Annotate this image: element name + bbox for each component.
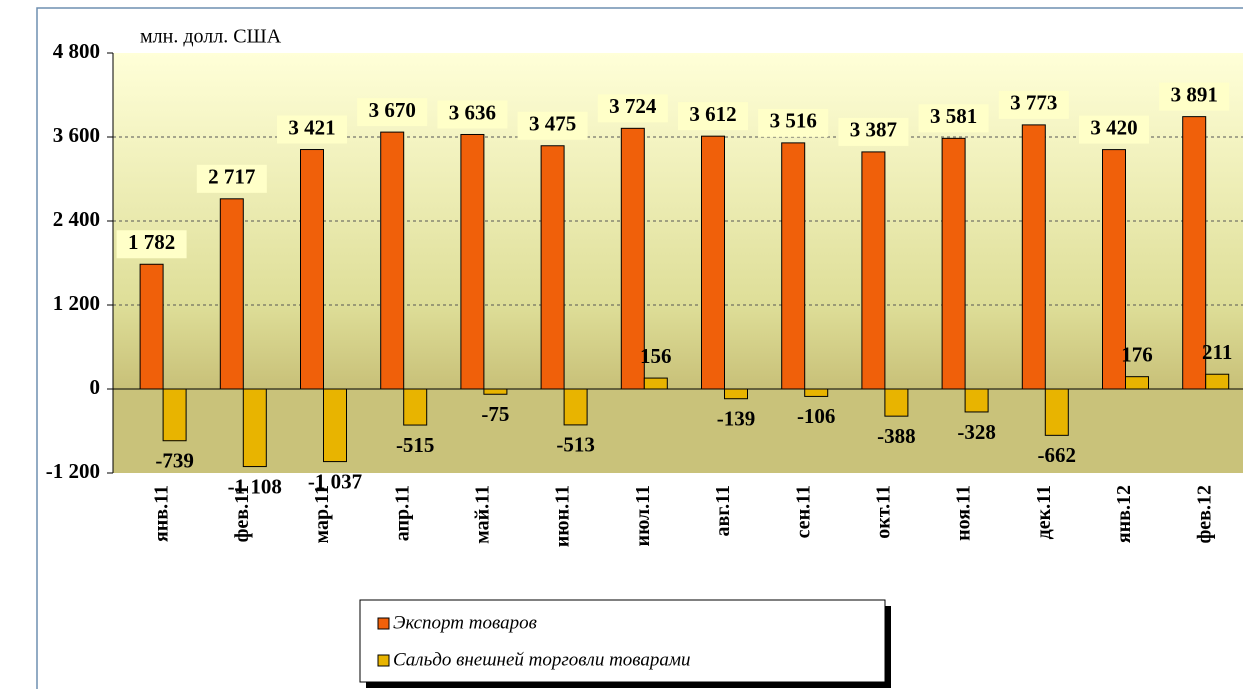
x-tick-label: дек.11 [1033, 485, 1055, 539]
y-tick-label: 0 [90, 375, 101, 399]
data-label: 3 581 [930, 104, 977, 128]
bar [884, 388, 909, 417]
data-label: 3 724 [609, 94, 657, 118]
x-tick-label: фев.11 [231, 485, 253, 542]
data-label: -139 [717, 407, 756, 431]
data-label: -513 [556, 433, 595, 457]
label-background [196, 164, 267, 193]
x-tick-label: янв.11 [151, 485, 173, 542]
y-tick-label: 2 400 [53, 207, 100, 231]
bar [460, 133, 485, 390]
y-tick-label: 4 800 [53, 39, 100, 63]
label-background [1079, 115, 1149, 144]
data-label: 3 421 [288, 115, 335, 139]
x-tick-label: июл.11 [632, 485, 654, 546]
label-background [116, 230, 187, 259]
x-tick-label: окт.11 [872, 485, 894, 539]
x-tick-label: ноя.11 [953, 485, 975, 541]
y-tick-label: -1 200 [46, 459, 100, 483]
data-label: 3 891 [1171, 82, 1218, 106]
bar [1102, 149, 1126, 390]
data-label: -662 [1038, 443, 1077, 467]
data-label: 2 717 [208, 165, 255, 189]
data-label: 211 [1202, 340, 1232, 364]
frame [36, 7, 1243, 689]
x-tick-label: май.11 [471, 485, 493, 544]
bar [219, 198, 244, 390]
legend-swatch [377, 617, 390, 630]
label-background [758, 108, 829, 137]
bar [162, 388, 187, 442]
data-label: -1 108 [228, 474, 282, 498]
bar [323, 388, 347, 463]
data-label: 156 [640, 344, 672, 368]
bar [1021, 124, 1046, 390]
x-tick-label: авг.11 [712, 485, 734, 537]
data-label: 1 782 [128, 230, 175, 254]
bar [483, 388, 508, 395]
y-tick-label: 3 600 [53, 123, 100, 147]
data-label: 3 773 [1010, 91, 1057, 115]
bar [861, 151, 886, 390]
y-axis-label: млн. долл. США [140, 26, 282, 48]
y-tick-label: 1 200 [53, 291, 100, 315]
bar [724, 388, 748, 400]
bar [804, 388, 829, 397]
data-label: -328 [957, 420, 996, 444]
legend-label: Экспорт товаров [393, 612, 537, 633]
data-label: -1 037 [308, 469, 362, 493]
label-background [517, 111, 588, 140]
legend-swatch [377, 654, 390, 667]
bar [941, 137, 966, 390]
data-label: -106 [797, 404, 836, 428]
bar [242, 388, 267, 468]
data-label: 3 387 [850, 118, 897, 142]
data-label: -75 [481, 402, 509, 426]
data-label: 3 420 [1090, 115, 1137, 139]
x-tick-label: сен.11 [792, 485, 814, 538]
bar [380, 131, 405, 390]
label-background [597, 94, 668, 123]
bar [781, 142, 806, 390]
data-label: -388 [877, 424, 916, 448]
bar [1205, 373, 1230, 390]
legend [359, 599, 886, 683]
label-background [357, 98, 428, 127]
bar [1044, 388, 1069, 436]
data-label: 176 [1121, 342, 1153, 366]
label-background [277, 115, 347, 144]
label-background [918, 104, 989, 133]
data-label: 3 670 [369, 98, 416, 122]
x-tick-label: июн.11 [552, 485, 574, 547]
bar [964, 388, 989, 413]
label-background [678, 102, 748, 131]
label-background [838, 117, 909, 146]
bar [540, 145, 565, 390]
x-tick-label: мар.11 [311, 485, 333, 544]
bar [563, 388, 588, 426]
label-background [998, 90, 1069, 119]
data-label: 3 516 [770, 109, 817, 133]
data-label: -515 [396, 433, 435, 457]
label-background [1159, 82, 1230, 111]
bar [139, 263, 164, 390]
data-label: -739 [155, 449, 194, 473]
legend-label: Сальдо внешней торговли товарами [393, 649, 691, 670]
data-label: 3 636 [449, 100, 496, 124]
bar [620, 127, 645, 390]
bar [701, 135, 725, 390]
bar [403, 388, 428, 426]
x-tick-label: фев.12 [1193, 485, 1215, 544]
bar [1182, 116, 1207, 390]
x-tick-label: янв.12 [1113, 485, 1135, 543]
bar [643, 377, 668, 390]
bar [300, 149, 324, 390]
x-tick-label: апр.11 [391, 485, 413, 541]
bar [1125, 376, 1149, 390]
data-label: 3 612 [689, 102, 736, 126]
data-label: 3 475 [529, 112, 576, 136]
label-background [437, 100, 508, 129]
